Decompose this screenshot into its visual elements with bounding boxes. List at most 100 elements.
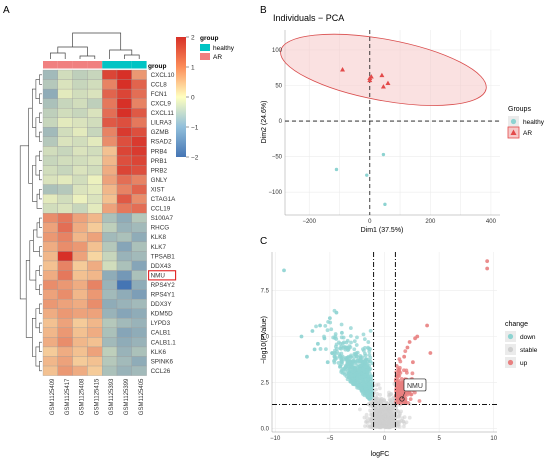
- volcano-point-down: [363, 346, 367, 350]
- heatmap-cell: [57, 299, 73, 309]
- heatmap-cell: [57, 356, 73, 367]
- dendrogram-link: [39, 169, 42, 181]
- heatmap-cell: [102, 241, 118, 252]
- group-legend: group healthy AR: [200, 35, 235, 61]
- dendrogram-link: [124, 54, 140, 59]
- row-dendrogram: [19, 74, 42, 372]
- volcano-point-stable: [369, 417, 374, 422]
- heatmap-cell: [131, 365, 147, 376]
- heatmap-cell: [116, 365, 132, 376]
- volcano-legend-marker-up: [507, 359, 514, 366]
- volcano-legend-label-down: down: [520, 334, 536, 341]
- volcano-points: [282, 259, 490, 430]
- volcano-point-stable: [387, 414, 392, 418]
- volcano-point-down: [366, 340, 371, 344]
- volcano-point-down: [351, 359, 356, 364]
- heatmap-cell: [72, 127, 88, 138]
- volcano-point-stable: [396, 409, 400, 413]
- pca-point-healthy: [381, 152, 386, 157]
- volcano-point-down: [358, 368, 363, 373]
- heatmap-cell: [116, 251, 132, 262]
- heatmap-cell: [72, 146, 88, 157]
- annotation-cell-ar: [57, 61, 73, 69]
- column-label: GSM1125408: [80, 378, 86, 415]
- heatmap-cell: [102, 108, 118, 118]
- pca-title: Individuals − PCA: [273, 13, 344, 23]
- volcano-point-down: [355, 350, 360, 355]
- pca-point-healthy: [383, 202, 387, 207]
- volcano-point-stable: [388, 398, 393, 403]
- heatmap-cell: [102, 117, 118, 128]
- ar-ellipse: [280, 33, 487, 106]
- heatmap-cell: [102, 337, 118, 348]
- volcano-point-up: [410, 360, 415, 365]
- volcano-point-stable: [358, 407, 362, 412]
- row-label: GZMB: [151, 129, 169, 136]
- volcano-point-up: [398, 401, 403, 405]
- heatmap-cell: [42, 117, 58, 128]
- volcano-x-tick-label: −10: [270, 436, 281, 442]
- volcano-x-tick-label: 5: [437, 436, 441, 442]
- volcano-point-down: [356, 373, 361, 378]
- volcano-point-down: [323, 323, 328, 328]
- volcano-point-up: [396, 394, 401, 399]
- volcano-point-stable: [374, 395, 379, 400]
- annotation-cell-ar: [43, 61, 58, 69]
- pca-x-tick-label: 400: [486, 219, 497, 225]
- heatmap-cell: [57, 270, 73, 281]
- panel-label-a: A: [3, 5, 10, 16]
- volcano-point-down: [366, 381, 371, 386]
- group-legend-label-ar: AR: [213, 54, 222, 61]
- row-label: RPS4Y1: [151, 292, 176, 299]
- heatmap-cell: [87, 241, 103, 252]
- dendrogram-link: [50, 52, 66, 59]
- volcano-point-up: [425, 323, 429, 328]
- heatmap-cell: [87, 184, 103, 195]
- row-label: CALB1.1: [151, 339, 177, 346]
- heatmap-cell: [116, 299, 132, 309]
- heatmap-cell: [87, 279, 103, 290]
- heatmap-cell: [131, 146, 147, 157]
- heatmap-cell: [42, 289, 58, 300]
- row-label: KDM5D: [151, 311, 173, 318]
- volcano-point-down: [330, 351, 334, 355]
- heatmap-cell: [72, 88, 88, 99]
- column-label: GSM1125415: [94, 378, 100, 415]
- nmu-point-marker: [399, 396, 405, 402]
- heatmap-cell: [72, 299, 88, 309]
- volcano-point-stable: [390, 423, 395, 428]
- heatmap-cell: [72, 98, 88, 109]
- volcano-point-down: [318, 347, 323, 351]
- panel-label-b: B: [260, 5, 267, 16]
- volcano-point-down: [322, 336, 327, 341]
- heatmap-cell: [116, 232, 132, 243]
- heatmap-cell: [116, 308, 132, 319]
- dendrogram-link: [39, 360, 42, 372]
- heatmap-cell: [131, 346, 147, 357]
- annotation-cell-healthy: [102, 61, 117, 69]
- row-label: DDX43: [151, 263, 172, 270]
- volcano-legend-title: change: [505, 321, 528, 328]
- volcano-point-down: [346, 346, 351, 350]
- dendrogram-link: [31, 165, 37, 202]
- annotation-cell-healthy: [117, 61, 132, 69]
- heatmap-cell: [72, 213, 88, 223]
- dendrogram-link: [39, 265, 42, 276]
- heatmap-cell: [57, 136, 73, 147]
- heatmap-cell: [116, 69, 132, 80]
- heatmap-cell: [72, 184, 88, 195]
- dendrogram-link: [35, 155, 40, 176]
- heatmap-cell: [116, 79, 132, 90]
- heatmap-cell: [57, 69, 73, 80]
- row-label: S100A7: [151, 215, 174, 222]
- volcano-point-stable: [378, 392, 383, 397]
- heatmap-cell: [42, 327, 58, 338]
- row-labels: CXCL10 CCL8 FCN1 CXCL9 CXCL11 LILRA3 GZMB RSAD2…: [148, 72, 177, 375]
- volcano-point-stable: [374, 418, 379, 423]
- heatmap-cell: [102, 146, 118, 157]
- volcano-point-down: [354, 343, 359, 347]
- pca-point-healthy: [365, 173, 369, 177]
- row-label: XIST: [151, 186, 165, 193]
- heatmap-cell: [42, 279, 58, 290]
- heatmap-cell: [57, 318, 73, 328]
